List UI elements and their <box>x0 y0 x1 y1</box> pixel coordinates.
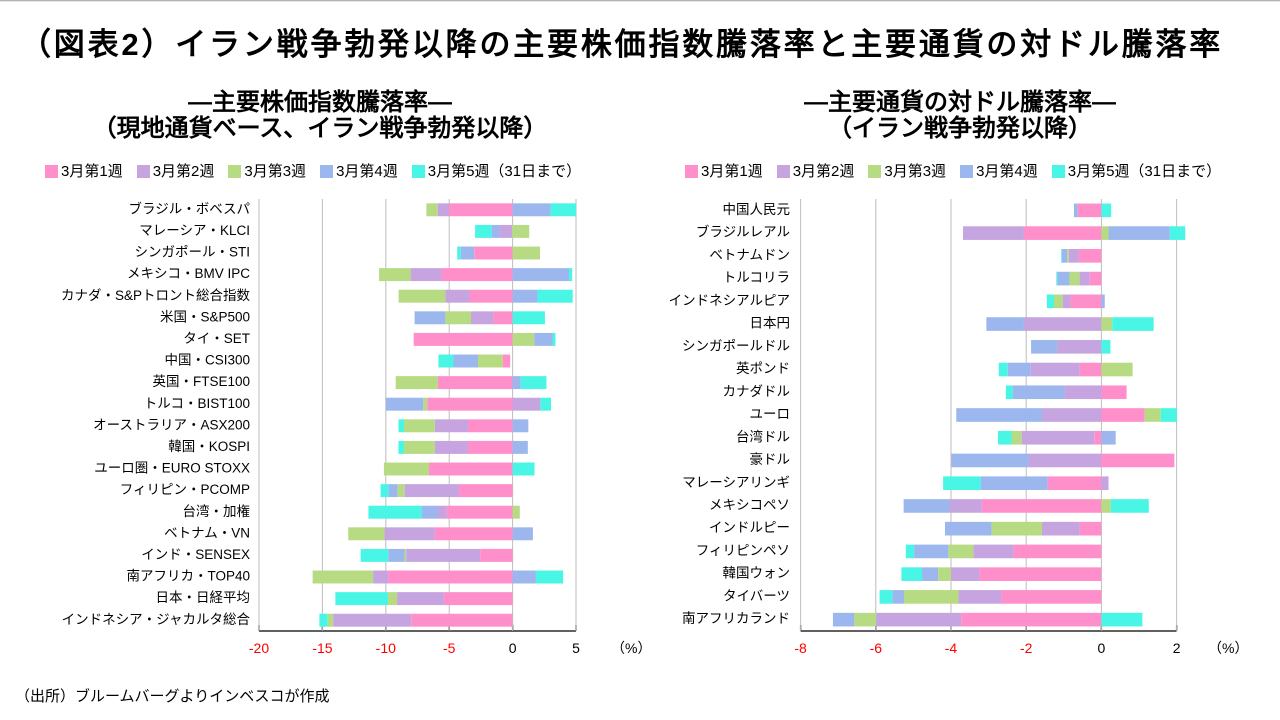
svg-text:台湾・加権: 台湾・加権 <box>183 503 251 519</box>
svg-text:ベトナム・VN: ベトナム・VN <box>164 525 250 540</box>
svg-text:南アフリカ・TOP40: 南アフリカ・TOP40 <box>126 569 250 584</box>
svg-text:米国・S&P500: 米国・S&P500 <box>160 309 250 324</box>
svg-text:オーストラリア・ASX200: オーストラリア・ASX200 <box>93 417 250 432</box>
svg-text:ユーロ: ユーロ <box>750 407 791 422</box>
svg-text:-15: -15 <box>312 640 332 656</box>
svg-text:韓国ウォン: 韓国ウォン <box>723 566 791 581</box>
svg-text:日本円: 日本円 <box>750 316 791 331</box>
svg-text:メキシコペソ: メキシコペソ <box>709 498 790 513</box>
svg-text:南アフリカランド: 南アフリカランド <box>682 611 790 626</box>
svg-text:中国人民元: 中国人民元 <box>723 202 791 217</box>
svg-text:2: 2 <box>1173 640 1181 656</box>
svg-text:-10: -10 <box>376 640 396 656</box>
svg-text:（%）: （%） <box>1208 640 1248 656</box>
svg-text:ベトナムドン: ベトナムドン <box>709 247 790 262</box>
svg-text:ユーロ圏・EURO STOXX: ユーロ圏・EURO STOXX <box>94 461 250 476</box>
svg-text:（%）: （%） <box>611 640 651 656</box>
svg-text:フィリピン・PCOMP: フィリピン・PCOMP <box>120 482 250 497</box>
svg-text:英ポンド: 英ポンド <box>736 360 790 376</box>
svg-text:韓国・KOSPI: 韓国・KOSPI <box>168 439 250 454</box>
svg-text:ブラジル・ボベスパ: ブラジル・ボベスパ <box>129 200 251 216</box>
svg-text:カナダドル: カナダドル <box>723 384 791 399</box>
svg-text:台湾ドル: 台湾ドル <box>736 428 790 444</box>
svg-text:タイ・SET: タイ・SET <box>183 331 250 346</box>
svg-text:5: 5 <box>572 640 580 656</box>
svg-text:マレーシアリンギ: マレーシアリンギ <box>682 475 790 490</box>
svg-text:日本・日経平均: 日本・日経平均 <box>156 590 251 605</box>
svg-text:インドネシアルピア: インドネシアルピア <box>669 293 790 308</box>
svg-text:カナダ・S&Pトロント総合指数: カナダ・S&Pトロント総合指数 <box>61 288 251 303</box>
svg-text:フィリピンペソ: フィリピンペソ <box>696 543 790 558</box>
svg-text:-8: -8 <box>794 640 807 656</box>
svg-text:-2: -2 <box>1020 640 1033 656</box>
svg-text:インドネシア・ジャカルタ総合: インドネシア・ジャカルタ総合 <box>62 612 251 627</box>
svg-text:インドルピー: インドルピー <box>709 520 790 535</box>
svg-text:ブラジルレアル: ブラジルレアル <box>696 224 790 240</box>
svg-text:シンガポールドル: シンガポールドル <box>682 338 790 353</box>
svg-text:トルコ・BIST100: トルコ・BIST100 <box>144 396 250 411</box>
svg-text:-6: -6 <box>870 640 883 656</box>
svg-text:タイバーツ: タイバーツ <box>723 588 790 603</box>
svg-text:-5: -5 <box>443 640 456 656</box>
svg-text:インド・SENSEX: インド・SENSEX <box>141 547 250 562</box>
svg-text:シンガポール・STI: シンガポール・STI <box>134 245 250 260</box>
svg-text:中国・CSI300: 中国・CSI300 <box>164 353 250 368</box>
svg-text:メキシコ・BMV IPC: メキシコ・BMV IPC <box>127 266 250 281</box>
svg-text:-20: -20 <box>249 640 269 656</box>
svg-text:マレーシア・KLCI: マレーシア・KLCI <box>139 223 250 238</box>
svg-text:豪ドル: 豪ドル <box>750 452 791 467</box>
svg-text:0: 0 <box>509 640 517 656</box>
svg-text:英国・FTSE100: 英国・FTSE100 <box>152 373 250 389</box>
svg-text:-4: -4 <box>945 640 958 656</box>
svg-text:0: 0 <box>1098 640 1106 656</box>
svg-text:トルコリラ: トルコリラ <box>723 270 790 285</box>
